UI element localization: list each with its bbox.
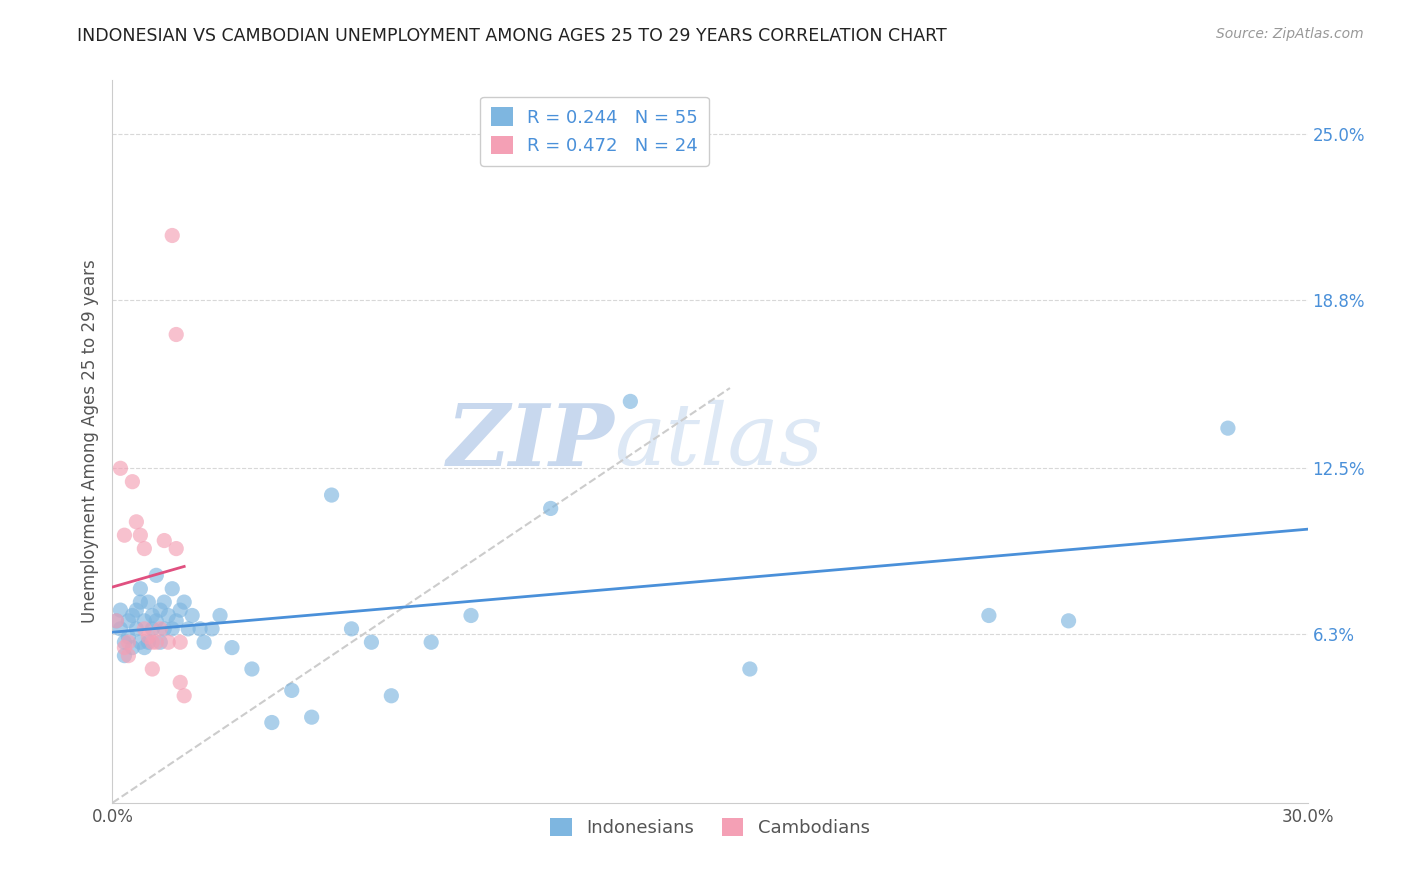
Point (117, 630, 139, 644)
Y-axis label: Unemployment Among Ages 25 to 29 years: Unemployment Among Ages 25 to 29 years (80, 260, 98, 624)
Point (619, 394, 641, 409)
Point (117, 635, 139, 649)
Point (141, 635, 163, 649)
Point (157, 608, 180, 623)
Point (149, 635, 172, 649)
Point (129, 582, 152, 596)
Point (177, 622, 200, 636)
Text: INDONESIAN VS CAMBODIAN UNEMPLOYMENT AMONG AGES 25 TO 29 YEARS CORRELATION CHART: INDONESIAN VS CAMBODIAN UNEMPLOYMENT AMO… (77, 27, 948, 45)
Point (181, 608, 204, 623)
Point (420, 635, 443, 649)
Point (193, 635, 215, 649)
Point (165, 541, 187, 556)
Legend: Indonesians, Cambodians: Indonesians, Cambodians (543, 811, 877, 845)
Point (1216, 421, 1239, 435)
Text: ZIP: ZIP (447, 400, 614, 483)
Point (173, 595, 195, 609)
Point (129, 595, 152, 609)
Point (165, 614, 187, 628)
Point (134, 622, 156, 636)
Point (145, 635, 167, 649)
Point (360, 635, 382, 649)
Point (110, 603, 132, 617)
Point (1057, 614, 1080, 628)
Point (169, 635, 191, 649)
Point (157, 635, 180, 649)
Point (153, 533, 176, 548)
Point (141, 622, 163, 636)
Point (201, 622, 224, 636)
Point (138, 595, 160, 609)
Point (129, 635, 152, 649)
Point (129, 528, 152, 542)
Point (209, 608, 232, 623)
Point (540, 501, 562, 516)
Point (153, 622, 176, 636)
Point (141, 608, 163, 623)
Point (110, 622, 132, 636)
Point (125, 622, 148, 636)
Point (145, 568, 167, 582)
Text: Source: ZipAtlas.com: Source: ZipAtlas.com (1216, 27, 1364, 41)
Point (162, 622, 183, 636)
Point (340, 622, 363, 636)
Point (145, 614, 167, 628)
Point (138, 635, 160, 649)
Point (138, 630, 160, 644)
Point (240, 662, 263, 676)
Point (134, 640, 156, 655)
Point (169, 603, 191, 617)
Point (141, 662, 163, 676)
Point (169, 675, 191, 690)
Point (188, 622, 211, 636)
Point (117, 648, 139, 663)
Point (977, 608, 1000, 623)
Point (114, 528, 135, 542)
Point (173, 689, 195, 703)
Point (149, 603, 172, 617)
Point (162, 228, 183, 243)
Text: atlas: atlas (614, 401, 824, 483)
Point (153, 595, 176, 609)
Point (121, 640, 143, 655)
Point (221, 640, 243, 655)
Point (260, 715, 283, 730)
Point (460, 608, 482, 623)
Point (121, 475, 143, 489)
Point (321, 488, 343, 502)
Point (134, 541, 156, 556)
Point (301, 710, 323, 724)
Point (114, 648, 135, 663)
Point (114, 640, 135, 655)
Point (114, 635, 135, 649)
Point (125, 603, 148, 617)
Point (110, 461, 132, 475)
Point (117, 614, 139, 628)
Point (121, 608, 143, 623)
Point (105, 614, 128, 628)
Point (125, 515, 148, 529)
Point (149, 622, 172, 636)
Point (380, 689, 402, 703)
Point (134, 614, 156, 628)
Point (162, 582, 183, 596)
Point (105, 614, 128, 628)
Point (738, 662, 761, 676)
Point (165, 327, 187, 342)
Point (281, 683, 304, 698)
